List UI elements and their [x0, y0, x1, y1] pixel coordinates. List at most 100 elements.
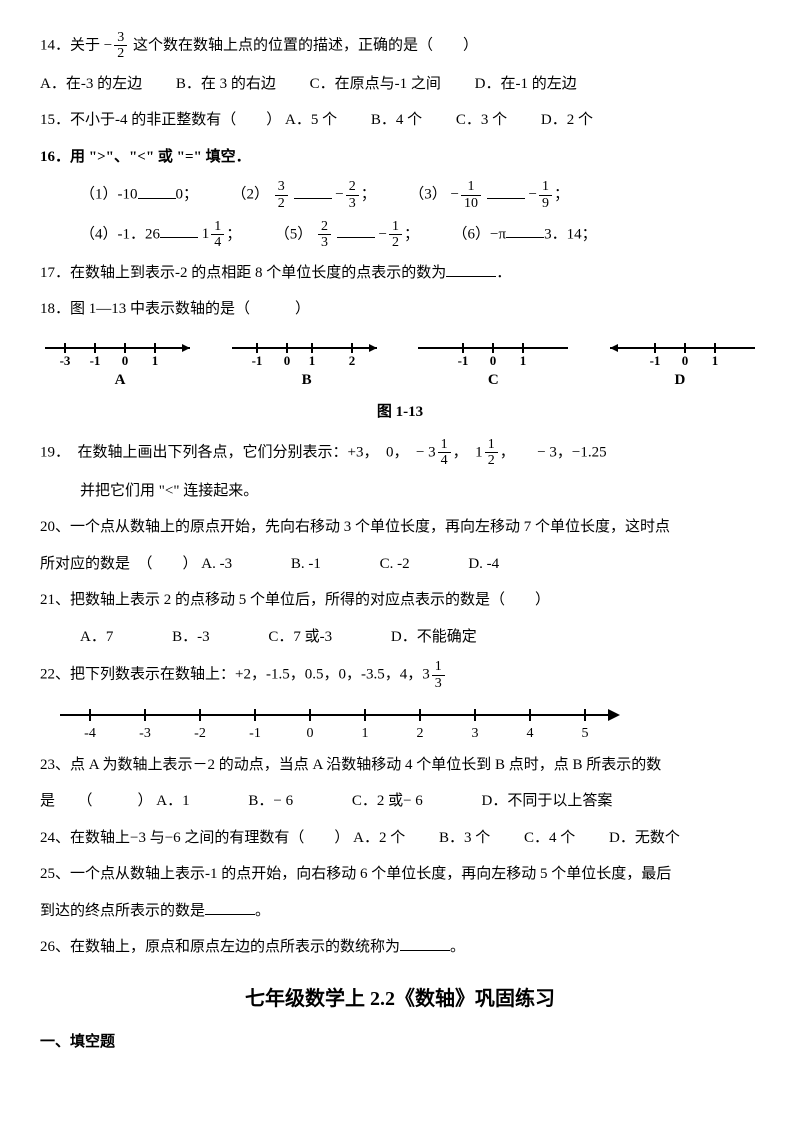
q23-opt-c: C．2 或− 6: [352, 787, 423, 816]
q14-options: A．在-3 的左边 B．在 3 的右边 C．在原点与-1 之间 D．在-1 的左…: [40, 70, 760, 99]
figure-caption: 图 1-13: [40, 398, 760, 427]
question-20: 20、一个点从数轴上的原点开始，先向右移动 3 个单位长度，再向左移动 7 个单…: [40, 513, 760, 542]
blank[interactable]: [337, 222, 375, 238]
blank[interactable]: [446, 261, 496, 277]
q25-line2: 到达的终点所表示的数是。: [40, 897, 760, 926]
svg-text:2: 2: [417, 726, 424, 741]
q15-options: A．5 个 B．4 个 C．3 个 D．2 个: [285, 112, 623, 128]
numberline-d-svg: -1 0 1: [600, 336, 760, 366]
label-c: C: [413, 366, 573, 395]
section-heading: 一、填空题: [40, 1028, 760, 1057]
svg-text:1: 1: [152, 353, 159, 366]
svg-text:-3: -3: [60, 353, 71, 366]
svg-text:-1: -1: [650, 353, 661, 366]
question-17: 17．在数轴上到表示-2 的点相距 8 个单位长度的点表示的数为．: [40, 259, 760, 288]
q15-opt-c: C．3 个: [456, 106, 507, 135]
question-22: 22、把下列数表示在数轴上：+2，-1.5，0.5，0，-3.5，4，313: [40, 659, 760, 691]
q15-stem: 15．不小于-4 的非正整数有（ ）: [40, 112, 281, 128]
fraction: 19: [539, 179, 552, 211]
fraction: 32: [114, 30, 127, 62]
q14-opt-c: C．在原点与-1 之间: [310, 70, 441, 99]
svg-text:0: 0: [122, 353, 129, 366]
svg-text:-1: -1: [90, 353, 101, 366]
q18-figures: -3 -1 0 1 A -1 0 1 2 B -1 0 1: [40, 336, 760, 395]
q16-2a: （2）: [232, 187, 270, 203]
q23-opt-b: B．− 6: [248, 787, 293, 816]
q24-opt-b: B．3 个: [439, 824, 490, 853]
q20-opt-c: C. -2: [380, 550, 410, 579]
q14-stem-a: 14．关于: [40, 37, 100, 53]
q20-opts: 所对应的数是 （ ） A. -3 B. -1 C. -2 D. -4: [40, 550, 760, 579]
question-18: 18．图 1—13 中表示数轴的是（ ）: [40, 295, 760, 324]
q21-options: A．7 B．-3 C．7 或-3 D．不能确定: [40, 623, 760, 652]
blank[interactable]: [205, 899, 255, 915]
q16-5a: （5）: [275, 226, 313, 242]
blank[interactable]: [487, 183, 525, 199]
numline-A: -3 -1 0 1 A: [40, 336, 200, 395]
question-26: 26、在数轴上，原点和原点左边的点所表示的数统称为。: [40, 933, 760, 962]
q15-opt-b: B．4 个: [371, 106, 422, 135]
q16-3a: （3）: [409, 187, 447, 203]
svg-text:3: 3: [472, 726, 479, 741]
blank[interactable]: [138, 183, 176, 199]
fraction: 14: [438, 437, 451, 469]
q16-1b: 0；: [176, 187, 199, 203]
blank[interactable]: [294, 183, 332, 199]
svg-text:-1: -1: [458, 353, 469, 366]
numberline-q22-svg: -4 -3 -2 -1 0 1 2 3 4 5: [40, 699, 640, 743]
numline-C: -1 0 1 C: [413, 336, 573, 395]
label-b: B: [227, 366, 387, 395]
fraction: 23: [346, 179, 359, 211]
svg-text:1: 1: [362, 726, 369, 741]
question-23: 23、点 A 为数轴上表示－2 的动点，当点 A 沿数轴移动 4 个单位长到 B…: [40, 751, 760, 780]
q20-opt-a: A. -3: [201, 550, 232, 579]
question-24: 24、在数轴上−3 与−6 之间的有理数有（ ） A．2 个 B．3 个 C．4…: [40, 824, 760, 853]
svg-text:5: 5: [582, 726, 589, 741]
question-14: 14．关于 −32 这个数在数轴上点的位置的描述，正确的是（ ）: [40, 30, 760, 62]
q23-opt-d: D．不同于以上答案: [482, 787, 613, 816]
svg-text:2: 2: [348, 353, 355, 366]
q20-opt-d: D. -4: [468, 550, 499, 579]
svg-text:4: 4: [527, 726, 534, 741]
q21-opt-a: A．7: [80, 623, 113, 652]
q20-opt-b: B. -1: [291, 550, 321, 579]
q21-opt-c: C．7 或-3: [268, 623, 332, 652]
svg-text:-1: -1: [249, 726, 261, 741]
q23-opts: 是 （ ） A．1 B．− 6 C．2 或− 6 D．不同于以上答案: [40, 787, 760, 816]
question-19: 19． 在数轴上画出下列各点，它们分别表示：+3， 0， − 314， 112，…: [40, 437, 760, 469]
q16-row2: （4）-1．26 114； （5） 23 −12； （6）−π3．14；: [40, 219, 760, 251]
label-a: A: [40, 366, 200, 395]
svg-text:0: 0: [307, 726, 314, 741]
q14-stem-b: 这个数在数轴上点的位置的描述，正确的是（ ）: [133, 37, 478, 53]
q17-stem: 17．在数轴上到表示-2 的点相距 8 个单位长度的点表示的数为: [40, 265, 446, 281]
label-d: D: [600, 366, 760, 395]
question-15: 15．不小于-4 的非正整数有（ ） A．5 个 B．4 个 C．3 个 D．2…: [40, 106, 760, 135]
svg-text:1: 1: [712, 353, 719, 366]
sign: −: [335, 187, 343, 203]
q24-opt-d: D．无数个: [609, 824, 680, 853]
svg-text:-2: -2: [194, 726, 206, 741]
svg-text:-1: -1: [251, 353, 262, 366]
page-title: 七年级数学上 2.2《数轴》巩固练习: [40, 980, 760, 1018]
q24-opt-a: A．2 个: [353, 824, 405, 853]
q16-1a: （1）-10: [80, 187, 138, 203]
q14-opt-b: B．在 3 的右边: [176, 70, 276, 99]
question-21: 21、把数轴上表示 2 的点移动 5 个单位后，所得的对应点表示的数是（ ）: [40, 586, 760, 615]
blank[interactable]: [160, 222, 198, 238]
fraction: 23: [318, 219, 331, 251]
q16-row1: （1）-100； （2） 32 −23； （3） −110 −19；: [40, 179, 760, 211]
numberline-b-svg: -1 0 1 2: [227, 336, 387, 366]
svg-text:0: 0: [490, 353, 497, 366]
q15-opt-a: A．5 个: [285, 106, 337, 135]
svg-text:1: 1: [520, 353, 527, 366]
q21-opt-b: B．-3: [172, 623, 210, 652]
blank[interactable]: [506, 222, 544, 238]
q24-opt-c: C．4 个: [524, 824, 575, 853]
svg-text:-4: -4: [84, 726, 96, 741]
q16-4a: （4）-1．26: [80, 226, 160, 242]
svg-text:-3: -3: [139, 726, 151, 741]
q15-opt-d: D．2 个: [541, 106, 593, 135]
svg-text:0: 0: [682, 353, 689, 366]
blank[interactable]: [400, 935, 450, 951]
q14-opt-a: A．在-3 的左边: [40, 70, 142, 99]
